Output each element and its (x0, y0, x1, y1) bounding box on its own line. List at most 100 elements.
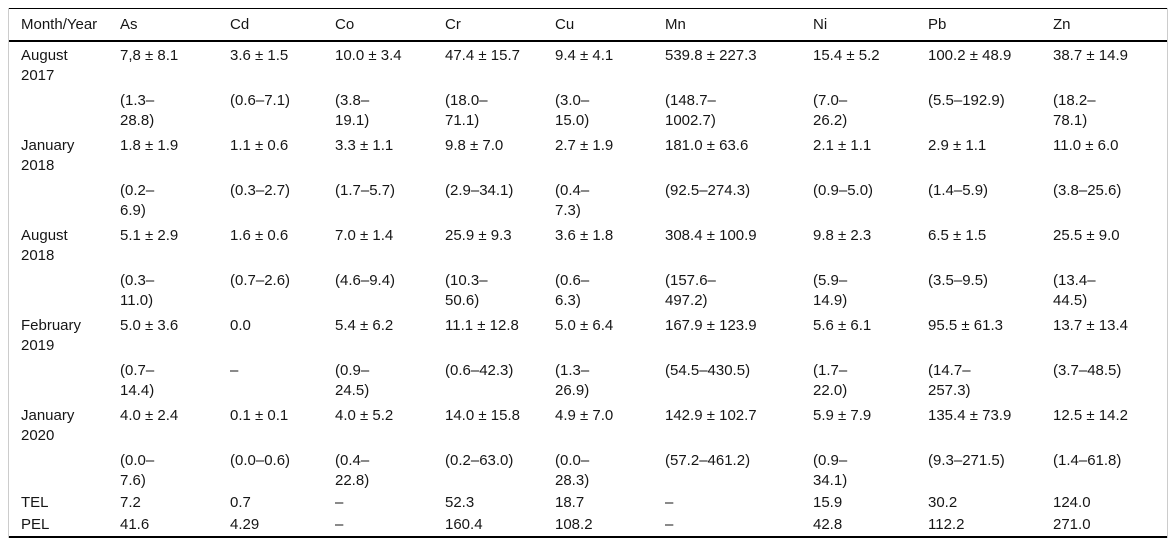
mean-value-cell: 15.4 ± 5.2 (813, 47, 880, 64)
mean-value-cell: 100.2 ± 48.9 (928, 47, 1012, 64)
mean-value-cell: 0.0 (230, 317, 251, 334)
range-value-cell: (0.2– 6.9) (120, 182, 155, 219)
range-value-cell: (5.5–192.9) (928, 92, 1005, 109)
mean-value-cell: 539.8 ± 227.3 (665, 47, 757, 64)
col-header-co: Co (335, 8, 445, 42)
month-label: February 2019 (21, 317, 82, 354)
range-value-cell: (0.7– 14.4) (120, 362, 155, 399)
mean-value-cell: 12.5 ± 14.2 (1053, 407, 1128, 424)
range-value-cell: (3.7–48.5) (1053, 362, 1122, 379)
mean-value-cell: 2.9 ± 1.1 (928, 137, 987, 154)
month-label: August 2018 (21, 227, 68, 264)
range-value-cell: (9.3–271.5) (928, 452, 1005, 469)
range-value-cell: (0.9– 24.5) (335, 362, 370, 399)
range-value-cell: (3.8–25.6) (1053, 182, 1122, 199)
mean-value-cell: 9.4 ± 4.1 (555, 47, 614, 64)
col-header-cr: Cr (445, 8, 555, 42)
mean-value-cell: 25.5 ± 9.0 (1053, 227, 1120, 244)
guideline-value-cell: 271.0 (1053, 516, 1091, 533)
mean-value-cell: 181.0 ± 63.6 (665, 137, 749, 154)
guideline-value-cell: 4.29 (230, 516, 260, 533)
mean-value-cell: 1.1 ± 0.6 (230, 137, 289, 154)
month-label: August 2017 (21, 47, 68, 84)
mean-value-cell: 5.9 ± 7.9 (813, 407, 872, 424)
guideline-value-cell: 7.2 (120, 494, 141, 511)
mean-value-cell: 5.1 ± 2.9 (120, 227, 179, 244)
mean-value-cell: 3.6 ± 1.5 (230, 47, 289, 64)
group-range-row: (0.7– 14.4) – (0.9– 24.5) (0.6–42.3) (1.3– 2… (9, 357, 1167, 402)
guideline-value-cell: 30.2 (928, 494, 958, 511)
guideline-value-cell: 0.7 (230, 494, 251, 511)
range-value-cell: (3.8– 19.1) (335, 92, 370, 129)
range-value-cell: (3.0– 15.0) (555, 92, 590, 129)
guideline-value-cell: 15.9 (813, 494, 843, 511)
group-mean-row: August 2018 5.1 ± 2.9 1.6 ± 0.6 7.0 ± 1.4 25… (9, 222, 1167, 267)
mean-value-cell: 11.1 ± 12.8 (445, 317, 519, 334)
mean-value-cell: 11.0 ± 6.0 (1053, 137, 1119, 154)
guideline-label: PEL (21, 516, 50, 533)
guideline-label: TEL (21, 494, 49, 511)
guideline-value-cell: 160.4 (445, 516, 483, 533)
range-value-cell: (4.6–9.4) (335, 272, 396, 289)
range-value-cell: (1.7– 22.0) (813, 362, 848, 399)
mean-value-cell: 3.3 ± 1.1 (335, 137, 394, 154)
month-label-empty (9, 447, 120, 492)
range-value-cell: (0.9– 34.1) (813, 452, 848, 489)
range-value-cell: (0.6–42.3) (445, 362, 514, 379)
range-value-cell: (1.3– 28.8) (120, 92, 155, 129)
range-value-cell: (0.2–63.0) (445, 452, 514, 469)
col-header-pb: Pb (928, 8, 1053, 42)
mean-value-cell: 13.7 ± 13.4 (1053, 317, 1128, 334)
range-value-cell: (0.4– 22.8) (335, 452, 370, 489)
range-value-cell: (14.7– 257.3) (928, 362, 971, 399)
group-mean-row: February 2019 5.0 ± 3.6 0.0 5.4 ± 6.2 11.1 ±… (9, 312, 1167, 357)
col-header-ni: Ni (813, 8, 928, 42)
mean-value-cell: 25.9 ± 9.3 (445, 227, 512, 244)
guideline-value-cell: 112.2 (928, 516, 965, 533)
group-range-row: (1.3– 28.8) (0.6–7.1) (3.8– 19.1) (18.0– 71… (9, 87, 1167, 132)
guideline-value-cell: – (665, 516, 674, 533)
range-value-cell: (0.4– 7.3) (555, 182, 590, 219)
guideline-value-cell: – (335, 494, 344, 511)
mean-value-cell: 4.0 ± 5.2 (335, 407, 394, 424)
range-value-cell: (1.7–5.7) (335, 182, 396, 199)
group-range-row: (0.3– 11.0) (0.7–2.6) (4.6–9.4) (10.3– 50.6… (9, 267, 1167, 312)
mean-value-cell: 5.6 ± 6.1 (813, 317, 872, 334)
range-value-cell: (1.4–5.9) (928, 182, 989, 199)
metals-table-container: Month/Year As Cd Co Cr Cu Mn Ni Pb Zn August 2017… (8, 8, 1168, 538)
range-value-cell: (18.2– 78.1) (1053, 92, 1096, 129)
mean-value-cell: 5.0 ± 3.6 (120, 317, 179, 334)
header-row: Month/Year As Cd Co Cr Cu Mn Ni Pb Zn (9, 8, 1167, 42)
mean-value-cell: 308.4 ± 100.9 (665, 227, 757, 244)
mean-value-cell: 10.0 ± 3.4 (335, 47, 402, 64)
mean-value-cell: 135.4 ± 73.9 (928, 407, 1012, 424)
col-header-as: As (120, 8, 230, 42)
range-value-cell: (0.3–2.7) (230, 182, 291, 199)
range-value-cell: (1.4–61.8) (1053, 452, 1122, 469)
range-value-cell: (18.0– 71.1) (445, 92, 488, 129)
month-label-empty (9, 87, 120, 132)
mean-value-cell: 3.6 ± 1.8 (555, 227, 614, 244)
range-value-cell: (92.5–274.3) (665, 182, 751, 199)
guideline-value-cell: – (665, 494, 674, 511)
mean-value-cell: 14.0 ± 15.8 (445, 407, 520, 424)
mean-value-cell: 47.4 ± 15.7 (445, 47, 520, 64)
range-value-cell: (0.0–0.6) (230, 452, 291, 469)
guideline-value-cell: 52.3 (445, 494, 475, 511)
guideline-value-cell: 42.8 (813, 516, 843, 533)
mean-value-cell: 9.8 ± 2.3 (813, 227, 872, 244)
col-header-mn: Mn (665, 8, 813, 42)
mean-value-cell: 2.7 ± 1.9 (555, 137, 614, 154)
col-header-month-year: Month/Year (9, 8, 120, 42)
guideline-value-cell: 18.7 (555, 494, 585, 511)
range-value-cell: (0.6– 6.3) (555, 272, 590, 309)
mean-value-cell: 95.5 ± 61.3 (928, 317, 1003, 334)
range-value-cell: (0.3– 11.0) (120, 272, 155, 309)
mean-value-cell: 4.9 ± 7.0 (555, 407, 614, 424)
tel-guideline-row: TEL 7.2 0.7 – 52.3 18.7 – 15.9 30.2 124.0 (9, 492, 1167, 514)
mean-value-cell: 5.4 ± 6.2 (335, 317, 394, 334)
range-value-cell: (13.4– 44.5) (1053, 272, 1096, 309)
range-value-cell: (2.9–34.1) (445, 182, 514, 199)
col-header-cu: Cu (555, 8, 665, 42)
range-value-cell: (157.6– 497.2) (665, 272, 716, 309)
